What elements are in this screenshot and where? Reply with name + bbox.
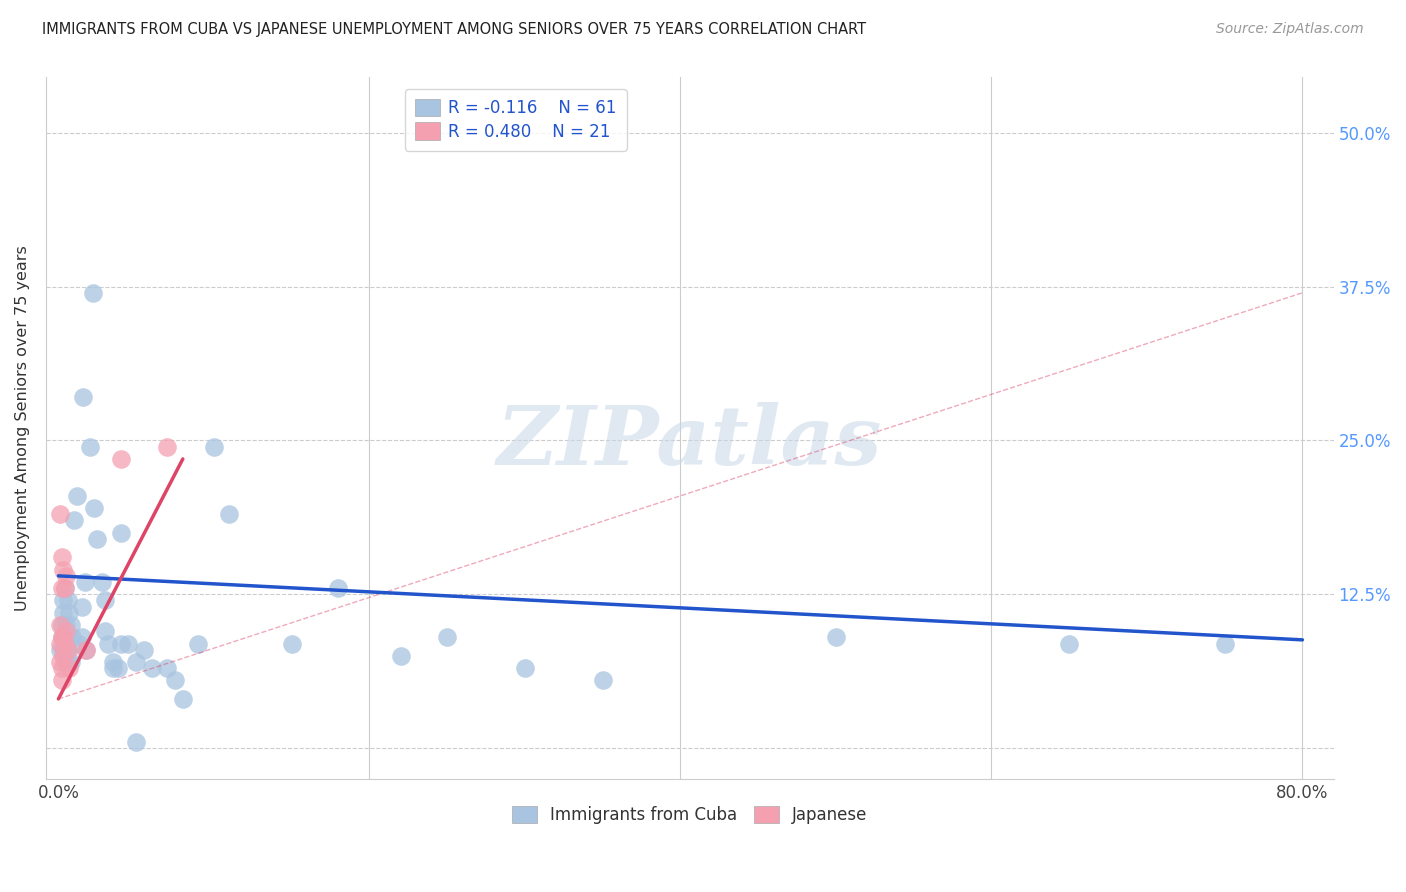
Point <box>51 631 73 645</box>
Point <box>110 636 132 650</box>
Point <box>58 631 80 645</box>
Point <box>70 599 93 614</box>
Point <box>53 636 76 650</box>
Point <box>94 593 117 607</box>
Point <box>436 631 458 645</box>
Point <box>172 692 194 706</box>
Point <box>55 569 77 583</box>
Point <box>70 631 93 645</box>
Point <box>592 673 614 688</box>
Point <box>132 642 155 657</box>
Point <box>59 618 82 632</box>
Point <box>63 513 86 527</box>
Point <box>389 648 412 663</box>
Point <box>75 642 97 657</box>
Point <box>49 636 72 650</box>
Point <box>55 631 77 645</box>
Point <box>52 631 75 645</box>
Point <box>163 673 186 688</box>
Point <box>52 648 75 663</box>
Point <box>72 391 94 405</box>
Point <box>49 642 72 657</box>
Point <box>280 636 302 650</box>
Point <box>156 661 179 675</box>
Point <box>60 631 83 645</box>
Point <box>58 661 80 675</box>
Point <box>187 636 209 650</box>
Y-axis label: Unemployment Among Seniors over 75 years: Unemployment Among Seniors over 75 years <box>15 245 30 611</box>
Legend: Immigrants from Cuba, Japanese: Immigrants from Cuba, Japanese <box>502 796 877 834</box>
Text: IMMIGRANTS FROM CUBA VS JAPANESE UNEMPLOYMENT AMONG SENIORS OVER 75 YEARS CORREL: IMMIGRANTS FROM CUBA VS JAPANESE UNEMPLO… <box>42 22 866 37</box>
Point <box>51 581 73 595</box>
Point <box>49 508 72 522</box>
Point <box>51 673 73 688</box>
Point <box>110 525 132 540</box>
Point <box>75 642 97 657</box>
Point <box>55 624 77 639</box>
Point <box>513 661 536 675</box>
Point <box>328 581 350 595</box>
Point <box>58 606 80 620</box>
Point <box>55 618 77 632</box>
Point <box>110 452 132 467</box>
Point <box>52 563 75 577</box>
Point <box>202 440 225 454</box>
Point <box>97 636 120 650</box>
Point <box>125 735 148 749</box>
Text: ZIPatlas: ZIPatlas <box>496 402 883 483</box>
Point <box>53 631 76 645</box>
Point <box>82 285 104 300</box>
Point <box>67 636 90 650</box>
Point <box>94 624 117 639</box>
Point <box>1213 636 1236 650</box>
Point <box>53 655 76 669</box>
Point <box>51 618 73 632</box>
Point <box>49 618 72 632</box>
Point <box>51 631 73 645</box>
Point <box>79 440 101 454</box>
Point <box>56 655 79 669</box>
Point <box>1057 636 1080 650</box>
Point <box>91 574 114 589</box>
Point <box>825 631 848 645</box>
Point <box>107 661 129 675</box>
Point <box>101 661 124 675</box>
Point <box>49 655 72 669</box>
Point <box>218 508 240 522</box>
Point <box>56 642 79 657</box>
Point <box>53 581 76 595</box>
Point <box>52 606 75 620</box>
Point <box>141 661 163 675</box>
Point <box>51 550 73 565</box>
Point <box>59 655 82 669</box>
Point <box>55 642 77 657</box>
Point <box>86 532 108 546</box>
Point <box>117 636 139 650</box>
Point <box>73 574 96 589</box>
Point <box>125 655 148 669</box>
Point <box>66 489 89 503</box>
Point <box>56 642 79 657</box>
Point <box>56 593 79 607</box>
Point <box>52 593 75 607</box>
Point <box>83 501 105 516</box>
Point <box>51 661 73 675</box>
Text: Source: ZipAtlas.com: Source: ZipAtlas.com <box>1216 22 1364 37</box>
Point <box>52 642 75 657</box>
Point <box>156 440 179 454</box>
Point <box>101 655 124 669</box>
Point <box>53 581 76 595</box>
